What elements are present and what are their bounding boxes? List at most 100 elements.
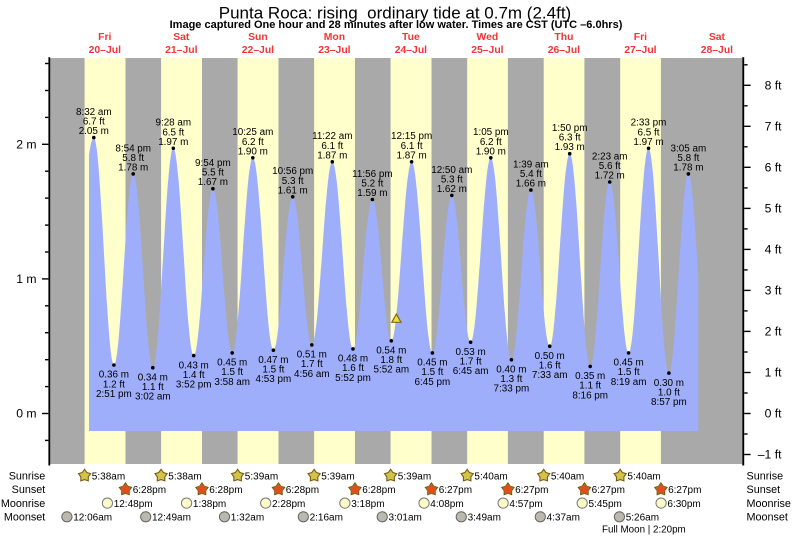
svg-text:9:28 am: 9:28 am	[155, 118, 191, 129]
svg-text:5.8 ft: 5.8 ft	[122, 153, 144, 164]
svg-text:8:32 am: 8:32 am	[76, 107, 112, 118]
svg-text:1.90 m: 1.90 m	[476, 146, 506, 157]
svg-text:3:18pm: 3:18pm	[351, 499, 384, 510]
svg-text:6:28pm: 6:28pm	[362, 485, 395, 496]
svg-text:6.5 ft: 6.5 ft	[638, 127, 660, 138]
svg-text:26–Jul: 26–Jul	[548, 45, 580, 56]
svg-text:6:27pm: 6:27pm	[668, 485, 701, 496]
svg-text:1.3 ft: 1.3 ft	[500, 374, 522, 385]
svg-text:0.53 m: 0.53 m	[455, 347, 485, 358]
svg-text:2:51 pm: 2:51 pm	[96, 389, 132, 400]
svg-text:1.59 m: 1.59 m	[357, 188, 387, 199]
svg-text:3:58 am: 3:58 am	[214, 377, 250, 388]
svg-text:6:30pm: 6:30pm	[667, 499, 700, 510]
svg-text:Sunrise: Sunrise	[747, 470, 784, 482]
svg-text:Image captured One hour and 28: Image captured One hour and 28 minutes a…	[170, 19, 623, 31]
svg-text:Sat: Sat	[709, 32, 726, 43]
svg-text:2 ft: 2 ft	[765, 325, 783, 339]
svg-text:5:39am: 5:39am	[321, 471, 354, 482]
svg-text:Wed: Wed	[477, 32, 499, 43]
svg-text:3 ft: 3 ft	[765, 284, 783, 298]
svg-text:10:25 am: 10:25 am	[232, 127, 273, 138]
svg-text:0.48 m: 0.48 m	[338, 354, 368, 365]
svg-text:1.66 m: 1.66 m	[516, 179, 546, 190]
svg-text:2 m: 2 m	[16, 137, 36, 151]
svg-text:9:54 pm: 9:54 pm	[195, 158, 231, 169]
svg-text:6:28pm: 6:28pm	[209, 485, 242, 496]
svg-text:0.45 m: 0.45 m	[613, 358, 643, 369]
svg-text:5:38am: 5:38am	[168, 471, 201, 482]
svg-text:7:33 am: 7:33 am	[532, 370, 568, 381]
svg-text:1.0 ft: 1.0 ft	[658, 387, 680, 398]
svg-text:3:52 pm: 3:52 pm	[176, 380, 212, 391]
svg-text:Moonrise: Moonrise	[1, 498, 45, 510]
svg-text:Mon: Mon	[324, 32, 345, 43]
svg-text:2.05 m: 2.05 m	[79, 126, 109, 137]
svg-text:Moonset: Moonset	[4, 512, 45, 524]
svg-text:1.87 m: 1.87 m	[317, 150, 347, 161]
svg-text:1.5 ft: 1.5 ft	[221, 367, 243, 378]
svg-text:1 ft: 1 ft	[765, 366, 783, 380]
svg-text:4 ft: 4 ft	[765, 243, 783, 257]
svg-text:1.97 m: 1.97 m	[158, 137, 188, 148]
svg-text:5:40am: 5:40am	[627, 471, 660, 482]
svg-text:1:38pm: 1:38pm	[193, 499, 226, 510]
svg-text:0.40 m: 0.40 m	[496, 364, 526, 375]
svg-text:5.2 ft: 5.2 ft	[361, 179, 383, 190]
svg-text:Moonset: Moonset	[747, 512, 788, 524]
svg-text:20–Jul: 20–Jul	[89, 45, 121, 56]
svg-text:8:19 am: 8:19 am	[611, 377, 647, 388]
svg-text:4:37am: 4:37am	[547, 513, 580, 524]
svg-text:6:27pm: 6:27pm	[592, 485, 625, 496]
svg-text:8:16 pm: 8:16 pm	[572, 390, 608, 401]
svg-text:5:26am: 5:26am	[626, 513, 659, 524]
svg-text:1.4 ft: 1.4 ft	[183, 370, 205, 381]
svg-text:5.8 ft: 5.8 ft	[677, 153, 699, 164]
svg-text:24–Jul: 24–Jul	[395, 45, 427, 56]
svg-text:1:50 pm: 1:50 pm	[552, 123, 588, 134]
svg-text:Sun: Sun	[248, 32, 268, 43]
svg-text:6:28pm: 6:28pm	[286, 485, 319, 496]
svg-text:11:22 am: 11:22 am	[312, 131, 352, 142]
svg-text:6:27pm: 6:27pm	[439, 485, 472, 496]
svg-text:5.4 ft: 5.4 ft	[520, 169, 542, 180]
svg-text:27–Jul: 27–Jul	[624, 45, 656, 56]
svg-text:4:57pm: 4:57pm	[509, 499, 542, 510]
svg-text:1.6 ft: 1.6 ft	[539, 361, 561, 372]
svg-text:1.6 ft: 1.6 ft	[342, 363, 364, 374]
svg-text:0 ft: 0 ft	[765, 407, 783, 421]
svg-text:4:08pm: 4:08pm	[430, 499, 463, 510]
svg-text:Fri: Fri	[98, 32, 111, 43]
svg-text:1.2 ft: 1.2 ft	[103, 379, 125, 390]
svg-text:6 ft: 6 ft	[765, 160, 783, 174]
svg-text:8 ft: 8 ft	[765, 78, 783, 92]
svg-text:11:56 pm: 11:56 pm	[352, 169, 392, 180]
svg-text:1.7 ft: 1.7 ft	[460, 357, 482, 368]
svg-text:Fri: Fri	[634, 32, 647, 43]
svg-text:1.61 m: 1.61 m	[278, 185, 308, 196]
svg-text:0.45 m: 0.45 m	[217, 358, 247, 369]
svg-text:5.3 ft: 5.3 ft	[441, 174, 463, 185]
svg-text:12:15 pm: 12:15 pm	[391, 131, 432, 142]
svg-text:1.93 m: 1.93 m	[555, 142, 585, 153]
svg-text:Tue: Tue	[402, 32, 420, 43]
svg-text:Thu: Thu	[554, 32, 573, 43]
svg-text:22–Jul: 22–Jul	[242, 45, 274, 56]
svg-text:5:39am: 5:39am	[245, 471, 278, 482]
svg-text:–1 ft: –1 ft	[758, 448, 782, 462]
svg-text:6.3 ft: 6.3 ft	[559, 133, 581, 144]
svg-text:5:38am: 5:38am	[92, 471, 125, 482]
svg-text:1.8 ft: 1.8 ft	[380, 355, 402, 366]
svg-text:1.78 m: 1.78 m	[118, 162, 148, 173]
svg-text:6:28pm: 6:28pm	[133, 485, 166, 496]
svg-text:Sunset: Sunset	[12, 484, 46, 496]
svg-text:3:02 am: 3:02 am	[135, 392, 171, 403]
svg-text:5:45pm: 5:45pm	[589, 499, 622, 510]
svg-text:0.43 m: 0.43 m	[179, 360, 209, 371]
svg-text:28–Jul: 28–Jul	[701, 45, 733, 56]
svg-text:12:48pm: 12:48pm	[114, 499, 153, 510]
svg-text:2:23 am: 2:23 am	[592, 151, 628, 162]
svg-text:3:01am: 3:01am	[389, 513, 422, 524]
svg-text:0.36 m: 0.36 m	[99, 370, 129, 381]
svg-text:1.5 ft: 1.5 ft	[618, 367, 640, 378]
